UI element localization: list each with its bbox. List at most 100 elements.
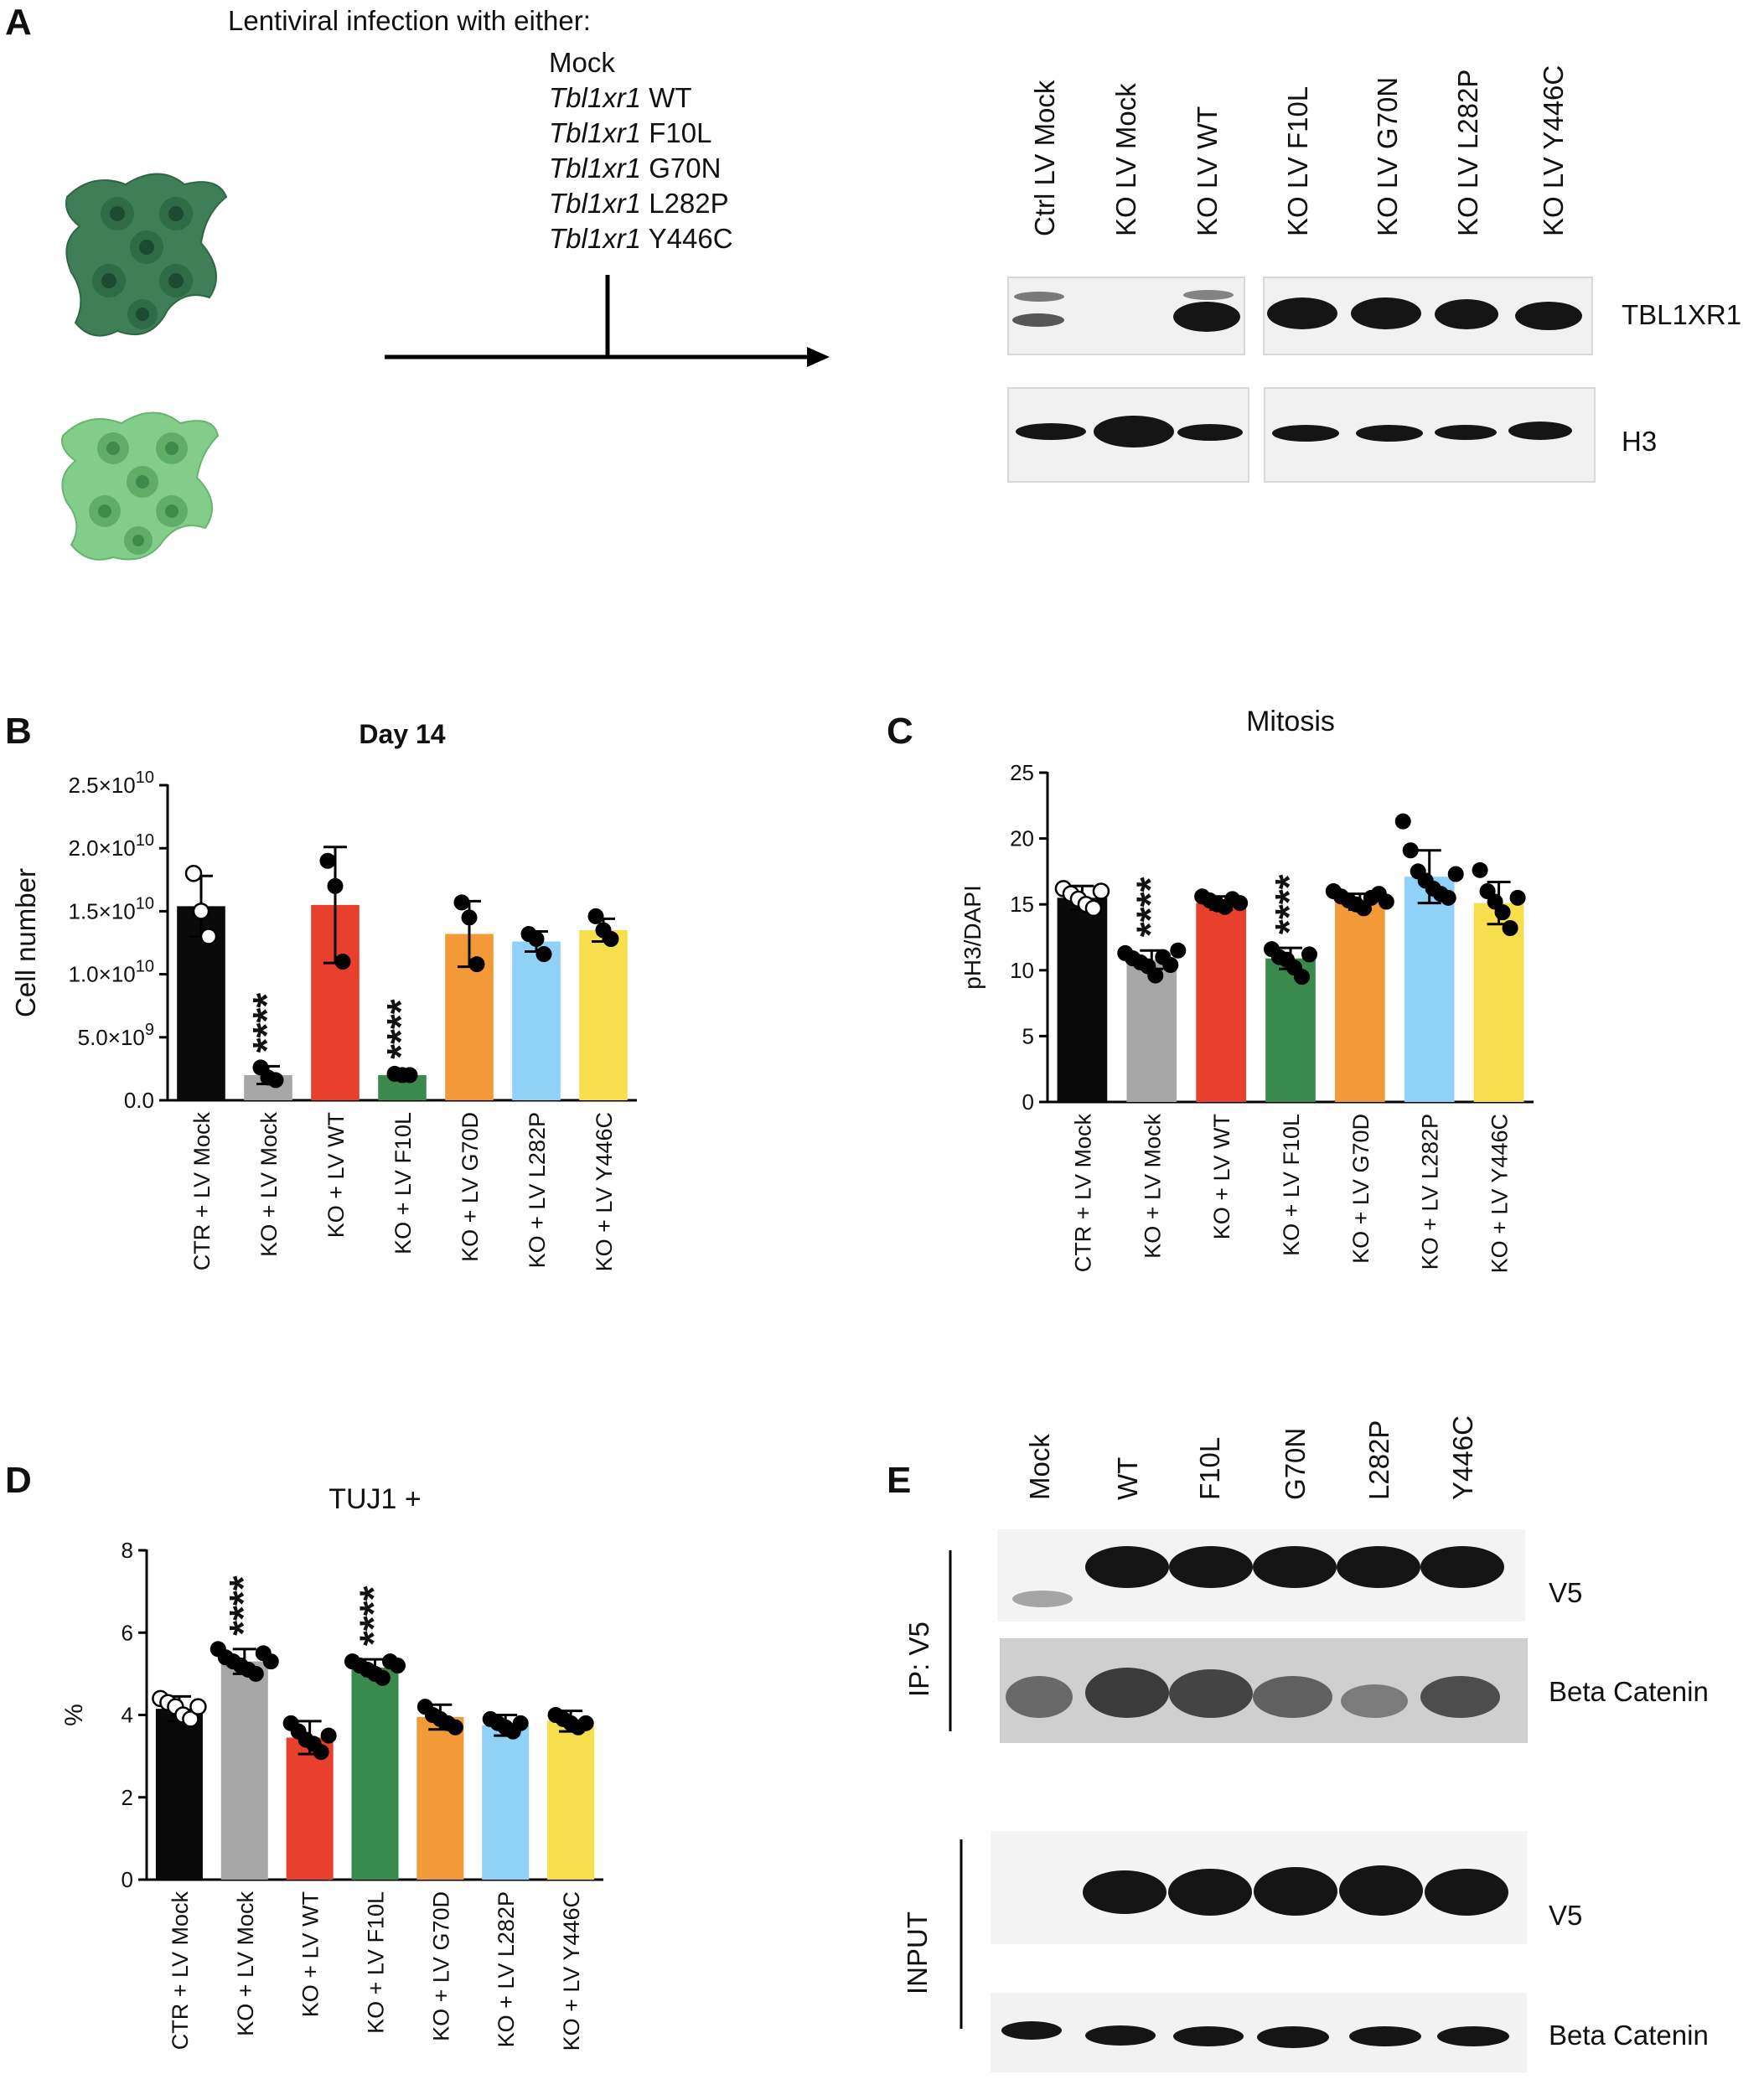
bar [1335,902,1385,1102]
data-point [1402,842,1419,859]
bar [512,941,561,1100]
data-point [447,1719,463,1735]
category-label: KO + LV L282P [494,1891,519,2047]
category-label: KO + LV L282P [1418,1114,1443,1270]
category-label: KO + LV G70D [428,1891,453,2041]
data-point [577,1715,594,1731]
category-label: KO + LV Y446C [1487,1114,1513,1273]
data-point [1447,866,1464,882]
category-label: KO + LV Y446C [559,1891,584,2051]
data-point [1092,882,1110,900]
y-tick-label: 2.0×1010 [69,831,155,861]
category-label: CTR + LV Mock [189,1112,215,1271]
panel-a-letter: A [5,2,32,43]
blot-band [1425,1869,1508,1916]
significance-marker: **** [379,999,422,1059]
y-tick-label: 6 [122,1620,133,1645]
category-label: KO + LV G70D [458,1112,483,1262]
y-tick-label: 0 [1022,1089,1034,1115]
blot-band [1006,1676,1073,1718]
blot-band [1168,1869,1252,1916]
data-point [1084,899,1103,918]
blot-band [1001,2021,1062,2040]
bar [351,1668,399,1880]
y-tick-label: 1.5×1010 [69,894,155,923]
blot-band [1173,2026,1244,2046]
panel-a-heading: Lentiviral infection with either: [228,5,591,36]
lane-label: G70N [1280,1427,1311,1500]
data-point [401,1067,418,1084]
ip-v5-group-label: IP: V5 [903,1622,934,1697]
category-label: KO + LV Y446C [592,1112,617,1271]
blot-label-tbl1xr1: TBL1XR1 [1622,299,1742,330]
blot-band [1177,424,1243,441]
category-label: KO + LV WT [323,1112,349,1238]
data-point [1378,893,1394,910]
condition-item: Tbl1xr1 L282P [549,188,729,219]
data-point [199,928,218,945]
significance-marker: **** [245,993,288,1053]
y-tick-label: 25 [1010,760,1034,785]
blot-band [1254,1867,1337,1916]
dark-green-cells-illustration [65,173,228,337]
data-point [512,1715,529,1731]
data-point [184,865,203,882]
category-label: KO + LV Mock [1140,1114,1165,1259]
blot-band [1339,1865,1423,1916]
infection-timeline-arrow [385,275,830,367]
y-axis-label: Cell number [10,868,41,1017]
data-point [1440,889,1456,906]
y-tick-label: 10 [1010,958,1034,983]
y-tick-label: 2 [122,1785,133,1810]
data-point [375,1669,391,1686]
bar [1057,897,1108,1102]
blot-band [1253,1546,1337,1588]
blot-band [1420,1546,1504,1588]
y-tick-label: 8 [122,1538,133,1563]
chart-title: Day 14 [359,719,445,749]
blot-label-beta-catenin-ip: Beta Catenin [1549,1676,1709,1707]
significance-marker: **** [1267,874,1311,934]
blot-band [1267,297,1337,329]
blot-band [1085,1546,1169,1588]
category-label: KO + LV G70D [1348,1114,1373,1264]
data-point [192,903,210,920]
significance-marker: **** [1128,877,1172,938]
bar [416,1716,464,1880]
blot-band [1437,2026,1509,2046]
data-point [267,1072,284,1089]
lane-label: Y446C [1447,1415,1478,1500]
bar [1126,960,1177,1102]
bar [482,1725,530,1880]
category-label: KO + LV Mock [233,1891,258,2036]
data-point [1170,942,1187,959]
blot-label-beta-catenin-input: Beta Catenin [1549,2020,1709,2051]
bar [1473,903,1524,1102]
condition-item: Tbl1xr1 Y446C [549,223,733,254]
bar [1404,877,1455,1102]
blot-band [1173,302,1240,332]
y-tick-label: 5.0×109 [78,1021,154,1050]
blot-band [1337,1546,1420,1588]
bar [547,1720,595,1880]
y-tick-label: 15 [1010,892,1034,917]
y-tick-label: 0.0 [124,1088,154,1113]
data-point [461,909,478,926]
blot-label-v5-input: V5 [1549,1900,1583,1931]
blot-band [1272,425,1339,442]
blot-band [1349,2026,1421,2046]
category-label: KO + LV F10L [391,1112,416,1254]
data-point [1162,957,1179,974]
data-point [327,877,344,894]
data-point [1147,967,1164,984]
data-point [1509,889,1526,906]
bar [155,1709,203,1880]
category-label: KO + LV F10L [1279,1114,1304,1256]
blot-band [1341,1684,1408,1718]
ip-group-bracket [949,1550,952,1731]
data-point [468,956,485,973]
input-group-label: INPUT [902,1911,933,1994]
